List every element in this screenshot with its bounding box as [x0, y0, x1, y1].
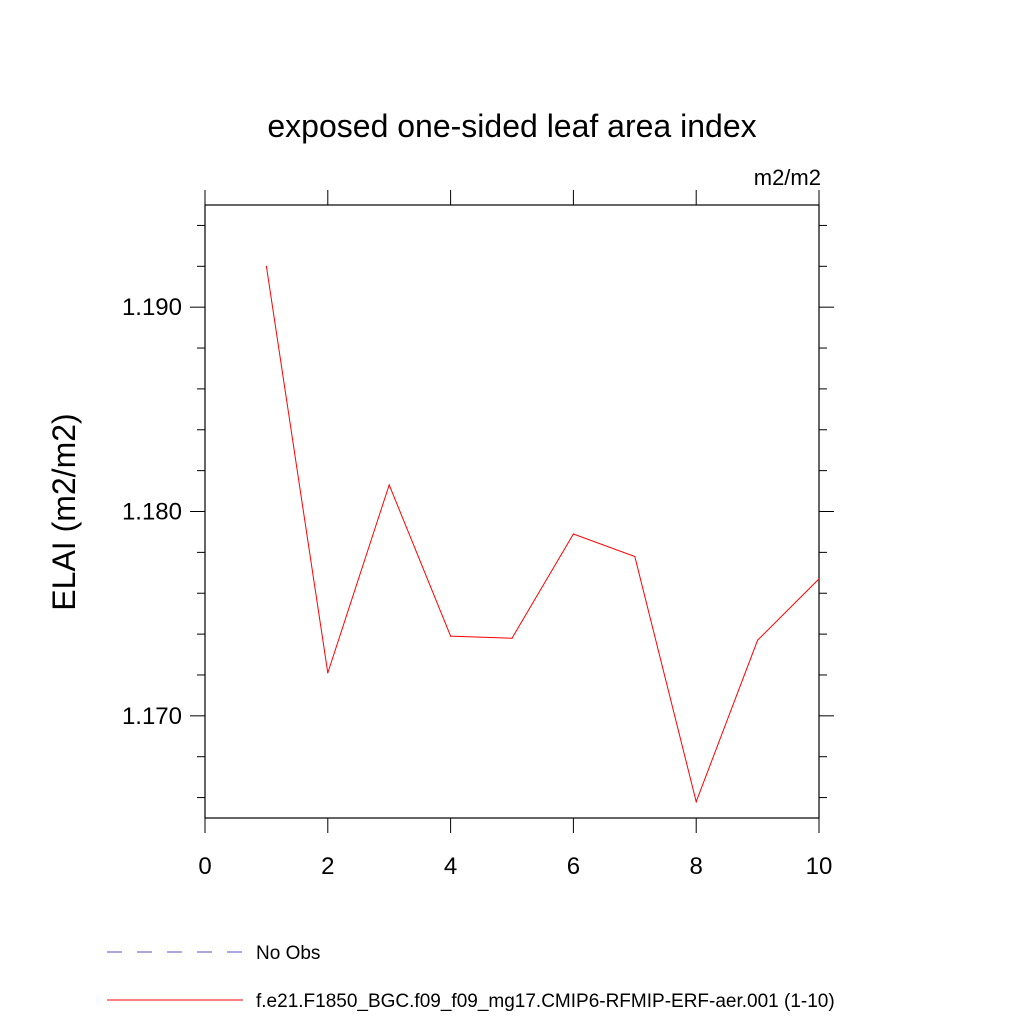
axes-ticks: [190, 190, 834, 833]
legend-label: f.e21.F1850_BGC.f09_f09_mg17.CMIP6-RFMIP…: [256, 991, 835, 1012]
data-point: [757, 639, 759, 641]
legend: No Obs f.e21.F1850_BGC.f09_f09_mg17.CMIP6…: [107, 943, 835, 1012]
data-point: [695, 801, 697, 803]
y-tick-label: 1.180: [122, 499, 182, 526]
series-layer: [265, 265, 820, 804]
x-tick-label: 6: [567, 853, 580, 880]
data-point: [511, 637, 513, 639]
y-axis-label: ELAI (m2/m2): [46, 413, 82, 610]
x-tick-label: 4: [444, 853, 457, 880]
data-point: [265, 265, 267, 267]
plot-frame: [204, 204, 820, 819]
data-point: [450, 635, 452, 637]
data-point: [388, 484, 390, 486]
tick-labels: 1.170 1.180 1.190 0 2 4 6 8 10: [122, 294, 832, 880]
y-tick-label: 1.190: [122, 294, 182, 321]
x-tick-label: 10: [806, 853, 833, 880]
x-tick-label: 2: [321, 853, 334, 880]
data-point: [818, 578, 820, 580]
units-label: m2/m2: [754, 165, 821, 190]
y-tick-label: 1.170: [122, 703, 182, 730]
series-line: [265, 266, 820, 804]
data-point: [327, 672, 329, 674]
x-tick-label: 0: [198, 853, 211, 880]
data-point: [572, 533, 575, 535]
chart-title: exposed one-sided leaf area index: [267, 108, 756, 144]
legend-label: No Obs: [256, 943, 320, 964]
x-tick-label: 8: [690, 853, 703, 880]
data-point: [634, 555, 636, 558]
